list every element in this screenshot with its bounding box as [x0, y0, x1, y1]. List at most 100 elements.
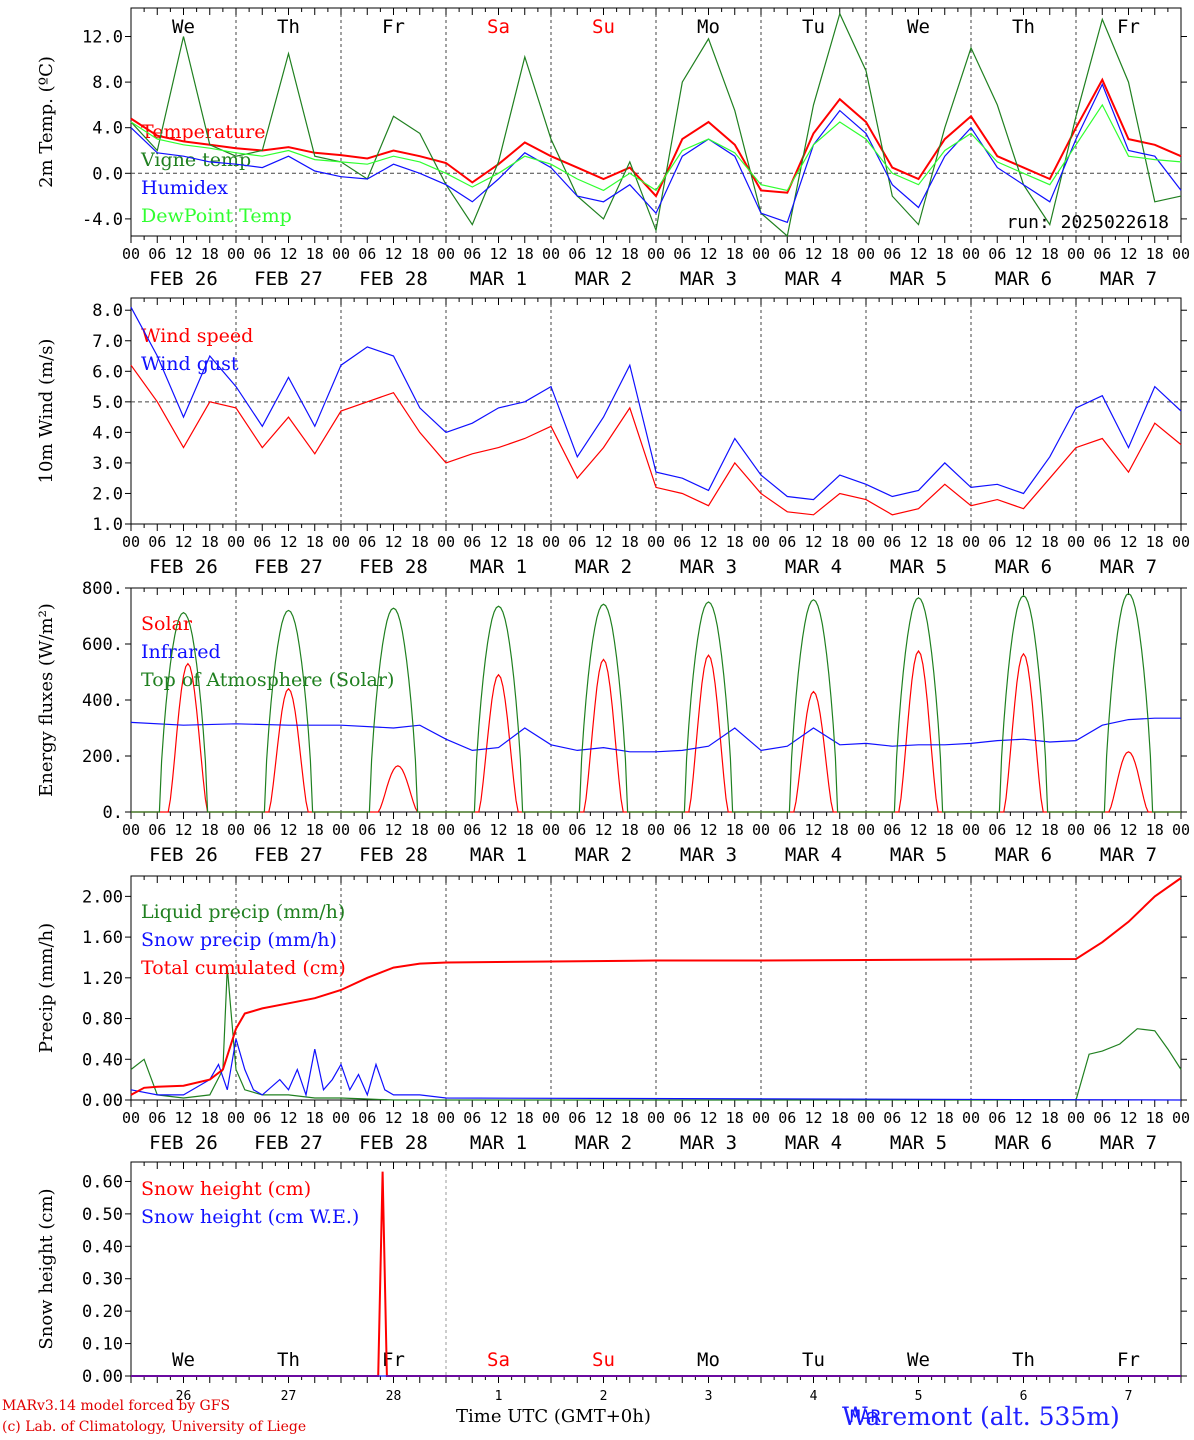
- date-label: FEB 27: [254, 556, 323, 578]
- hour-label: 18: [201, 1109, 219, 1127]
- y-axis-label: 2m Temp. (ºC): [36, 56, 57, 188]
- hour-label: 12: [279, 533, 297, 551]
- hour-label: 18: [1041, 821, 1059, 839]
- hour-label: 00: [962, 245, 980, 263]
- hour-label: 12: [594, 1109, 612, 1127]
- hour-label: 12: [1014, 821, 1032, 839]
- legend-entry: Top of Atmosphere (Solar): [141, 669, 394, 691]
- hour-label: 00: [332, 1109, 350, 1127]
- hour-label: 00: [227, 821, 245, 839]
- day-number-label: 4: [810, 1389, 818, 1404]
- hour-label: 06: [253, 533, 271, 551]
- hour-label: 18: [516, 1109, 534, 1127]
- date-label: FEB 28: [359, 844, 428, 866]
- y-tick-label: 1.0: [92, 515, 123, 535]
- date-label: MAR 6: [995, 844, 1052, 866]
- hour-label: 06: [148, 245, 166, 263]
- date-label: MAR 2: [575, 556, 632, 578]
- y-tick-label: 0.0: [92, 164, 123, 184]
- date-label: MAR 6: [995, 556, 1052, 578]
- date-label: FEB 26: [149, 556, 218, 578]
- hour-label: 06: [358, 533, 376, 551]
- y-tick-label: 8.0: [92, 301, 123, 321]
- date-label: MAR 1: [470, 844, 527, 866]
- weekday-label: Th: [1012, 16, 1035, 38]
- hour-label: 18: [936, 533, 954, 551]
- hour-label: 00: [647, 245, 665, 263]
- hour-label: 00: [1172, 245, 1190, 263]
- hour-label: 12: [909, 533, 927, 551]
- hour-label: 00: [227, 1109, 245, 1127]
- hour-label: 00: [647, 533, 665, 551]
- hour-label: 06: [988, 245, 1006, 263]
- hour-label: 00: [962, 533, 980, 551]
- day-number-label: 3: [705, 1389, 713, 1404]
- series-line-dewpoint-temp: [130, 103, 1182, 192]
- hour-label: 12: [1119, 245, 1137, 263]
- hour-label: 00: [332, 821, 350, 839]
- hour-label: 12: [279, 245, 297, 263]
- weekday-label: Sa: [487, 16, 510, 38]
- hour-label: 18: [621, 821, 639, 839]
- hour-label: 12: [384, 1109, 402, 1127]
- hour-label: 00: [1172, 821, 1190, 839]
- hour-label: 12: [909, 1109, 927, 1127]
- day-number-label: 1: [495, 1389, 503, 1404]
- date-label: FEB 26: [149, 844, 218, 866]
- date-label: MAR 5: [890, 556, 947, 578]
- legend-entry: Snow height (cm W.E.): [141, 1206, 359, 1228]
- y-tick-label: 600.: [82, 635, 123, 655]
- hour-label: 06: [148, 1109, 166, 1127]
- hour-label: 00: [857, 533, 875, 551]
- hour-label: 12: [1119, 533, 1137, 551]
- day-number-label: 7: [1125, 1389, 1133, 1404]
- hour-label: 18: [411, 533, 429, 551]
- y-tick-label: 400.: [82, 691, 123, 711]
- hour-label: 06: [883, 821, 901, 839]
- hour-label: 18: [411, 821, 429, 839]
- hour-label: 06: [988, 1109, 1006, 1127]
- series-line-humidex: [130, 82, 1182, 224]
- month-label: MAR: [850, 1407, 881, 1427]
- hour-label: 12: [594, 533, 612, 551]
- hour-label: 00: [647, 821, 665, 839]
- hour-label: 00: [857, 1109, 875, 1127]
- hour-label: 06: [358, 1109, 376, 1127]
- hour-label: 12: [699, 533, 717, 551]
- hour-label: 12: [804, 821, 822, 839]
- hour-label: 06: [883, 533, 901, 551]
- date-label: MAR 6: [995, 1132, 1052, 1154]
- y-tick-label: 12.0: [82, 28, 123, 48]
- date-label: MAR 7: [1100, 844, 1157, 866]
- y-tick-label: 0.40: [82, 1237, 123, 1257]
- hour-label: 18: [1041, 245, 1059, 263]
- hour-label: 06: [673, 1109, 691, 1127]
- hour-label: 00: [122, 821, 140, 839]
- hour-label: 00: [1067, 245, 1085, 263]
- date-label: MAR 7: [1100, 556, 1157, 578]
- hour-label: 06: [463, 1109, 481, 1127]
- hour-label: 12: [804, 1109, 822, 1127]
- hour-label: 12: [699, 821, 717, 839]
- credit-line-2: (c) Lab. of Climatology, University of L…: [2, 1419, 307, 1435]
- weekday-label: We: [907, 1349, 930, 1371]
- y-tick-label: 8.0: [92, 73, 123, 93]
- day-number-label: 26: [176, 1389, 192, 1404]
- date-label: MAR 2: [575, 844, 632, 866]
- hour-label: 18: [516, 245, 534, 263]
- legend-entry: Solar: [141, 613, 193, 635]
- hour-label: 18: [1146, 245, 1164, 263]
- hour-label: 00: [332, 533, 350, 551]
- day-number-label: 5: [915, 1389, 923, 1404]
- hour-label: 18: [516, 533, 534, 551]
- hour-label: 06: [358, 245, 376, 263]
- hour-label: 06: [778, 533, 796, 551]
- y-tick-label: 1.20: [82, 969, 123, 989]
- y-tick-label: 2.0: [92, 484, 123, 504]
- hour-label: 00: [542, 245, 560, 263]
- hour-label: 18: [201, 821, 219, 839]
- hour-label: 06: [778, 821, 796, 839]
- hour-label: 00: [962, 1109, 980, 1127]
- hour-label: 06: [148, 533, 166, 551]
- legend-entry: Liquid precip (mm/h): [141, 901, 345, 923]
